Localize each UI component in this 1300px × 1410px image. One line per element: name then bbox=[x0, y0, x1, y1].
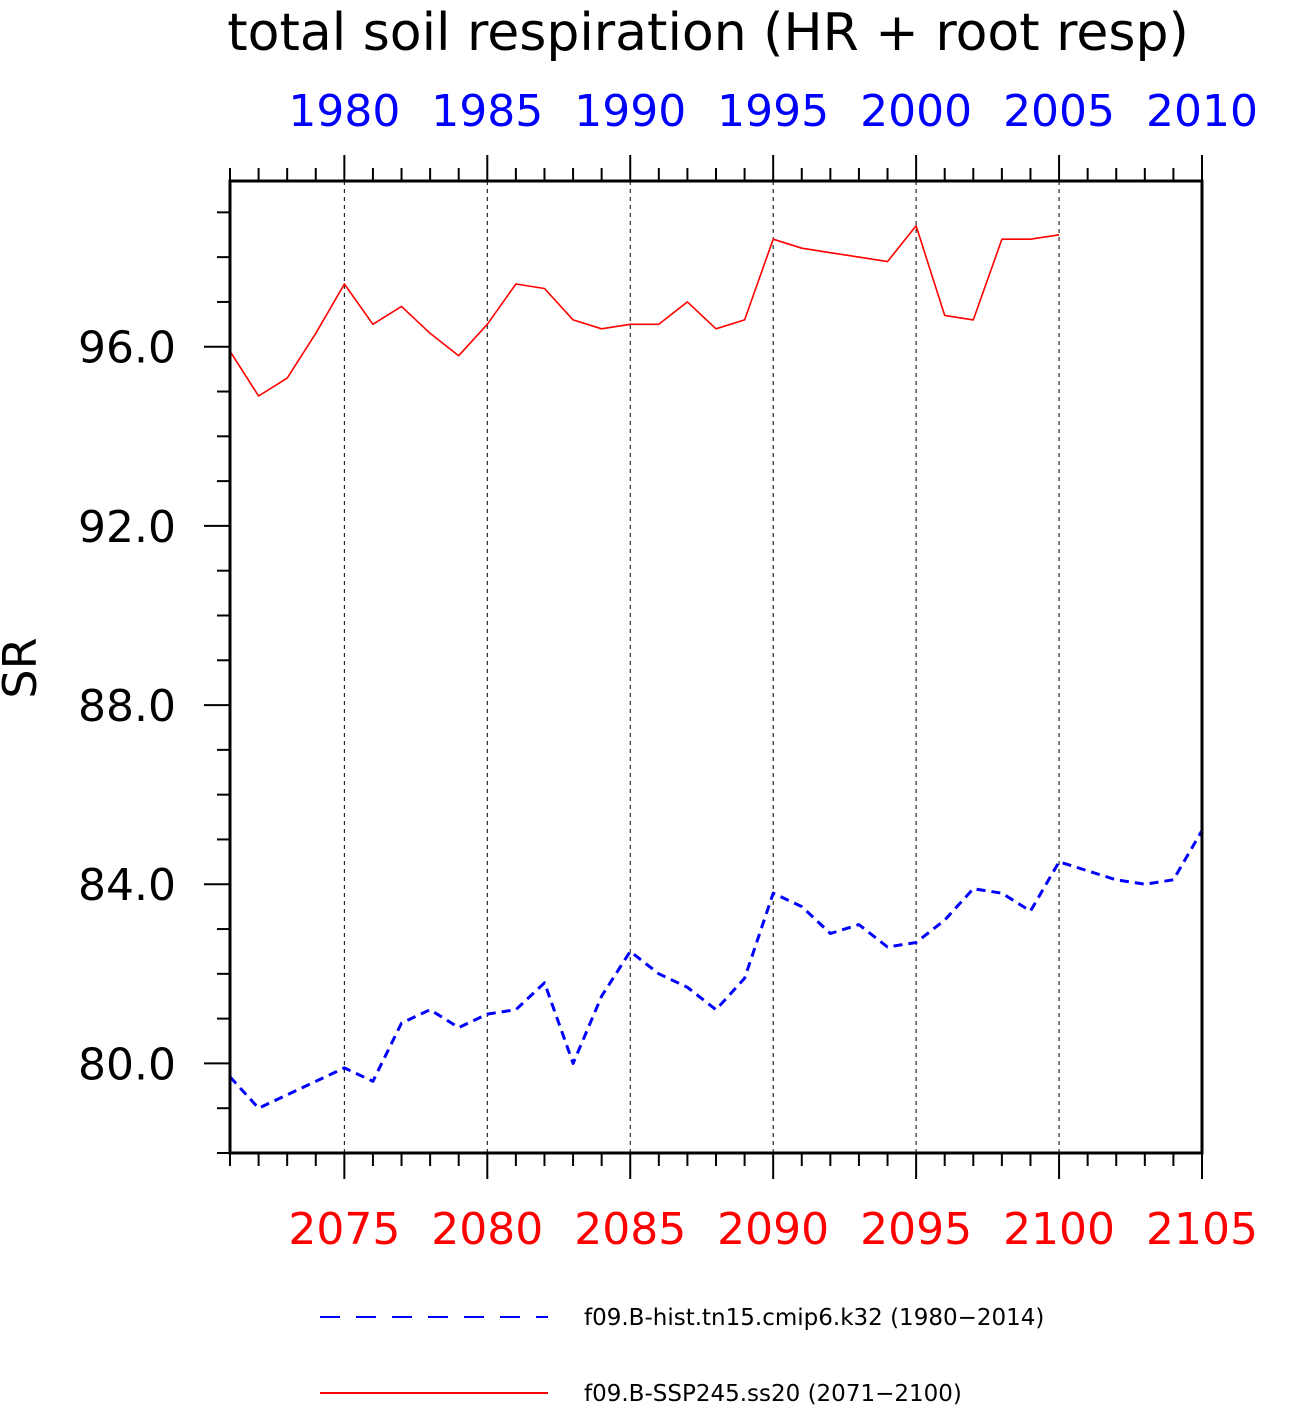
x-bottom-tick-label: 2075 bbox=[288, 1204, 400, 1255]
series-line-ssp245 bbox=[229, 225, 1060, 397]
y-tick-label: 80.0 bbox=[78, 1039, 176, 1090]
series-layer bbox=[228, 225, 1204, 1110]
legend: f09.B-hist.tn15.cmip6.k32 (1980−2014) f0… bbox=[320, 1305, 1044, 1407]
legend-label-hist: f09.B-hist.tn15.cmip6.k32 (1980−2014) bbox=[584, 1305, 1044, 1331]
y-axis-label: SR bbox=[0, 637, 47, 698]
x-top-tick-label: 1995 bbox=[717, 86, 829, 137]
tick-labels: 1980 1985 1990 1995 2000 2005 2010 2075 2080 2085… bbox=[78, 86, 1258, 1255]
y-tick-label: 88.0 bbox=[78, 681, 176, 732]
series-line-hist bbox=[228, 829, 1204, 1110]
x-bottom-tick-label: 2095 bbox=[860, 1204, 972, 1255]
y-tick-label: 92.0 bbox=[78, 502, 176, 553]
x-bottom-tick-label: 2105 bbox=[1146, 1204, 1258, 1255]
x-bottom-tick-label: 2100 bbox=[1003, 1204, 1115, 1255]
y-tick-label: 96.0 bbox=[78, 323, 176, 374]
x-top-tick-label: 1985 bbox=[431, 86, 543, 137]
y-tick-label: 84.0 bbox=[78, 860, 176, 911]
x-top-tick-label: 2010 bbox=[1146, 86, 1258, 137]
x-top-tick-label: 1990 bbox=[574, 86, 686, 137]
x-top-tick-label: 2005 bbox=[1003, 86, 1115, 137]
x-top-tick-label: 1980 bbox=[288, 86, 400, 137]
chart-title: total soil respiration (HR + root resp) bbox=[227, 3, 1188, 63]
x-bottom-tick-label: 2085 bbox=[574, 1204, 686, 1255]
axis-ticks bbox=[204, 155, 1203, 1179]
x-bottom-tick-label: 2090 bbox=[717, 1204, 829, 1255]
legend-label-ssp245: f09.B-SSP245.ss20 (2071−2100) bbox=[584, 1381, 962, 1407]
x-bottom-tick-label: 2080 bbox=[431, 1204, 543, 1255]
plot-frame bbox=[228, 179, 1204, 1155]
x-top-tick-label: 2000 bbox=[860, 86, 972, 137]
gridlines bbox=[343, 181, 1060, 1153]
